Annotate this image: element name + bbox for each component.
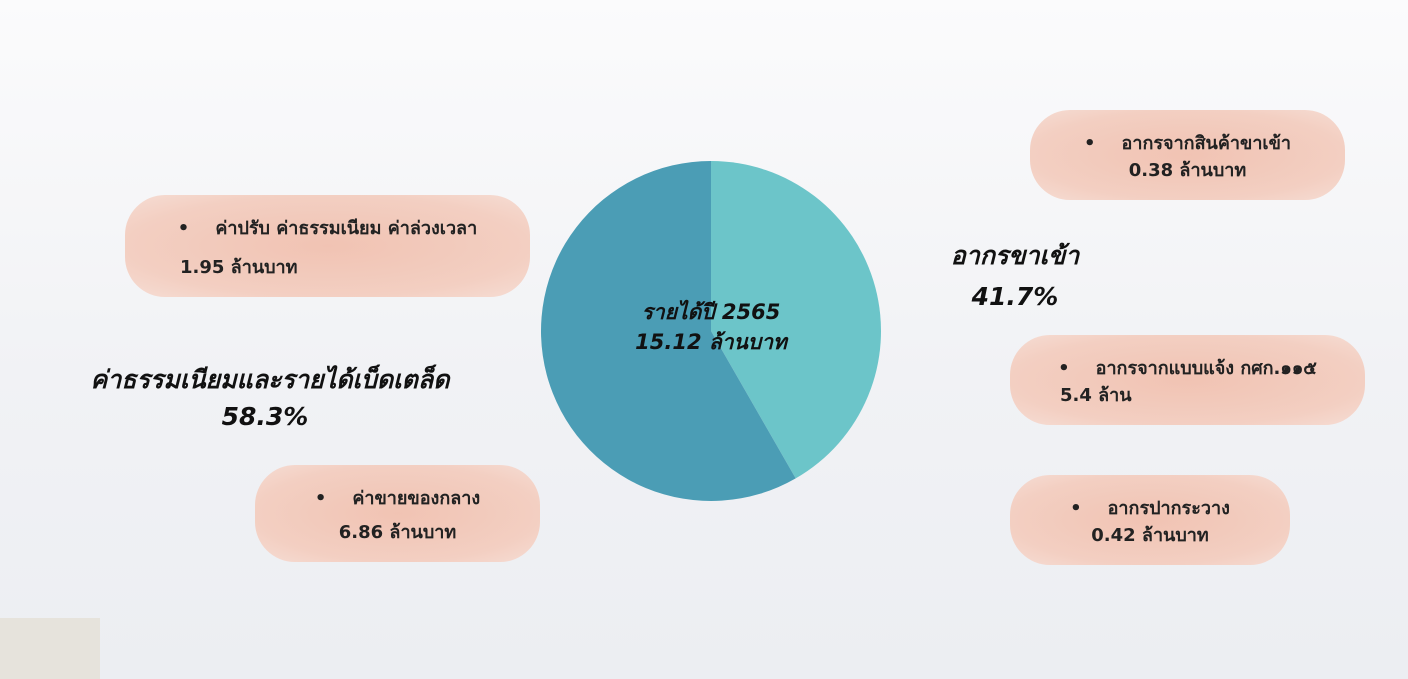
callout-amount: 5.4 ล้าน bbox=[1060, 385, 1132, 406]
center-title: รายได้ปี 2565 bbox=[642, 299, 781, 324]
logo bbox=[0, 618, 100, 679]
callout-label: ค่าขายของกลาง bbox=[255, 483, 540, 512]
center-total: 15.12 ล้านบาท bbox=[635, 330, 789, 354]
callout-label: อากรปากระวาง bbox=[1010, 493, 1290, 522]
percent-label: 58.3% bbox=[221, 402, 309, 431]
callout-label: อากรจากแบบแจ้ง กศก.๑๑๕ bbox=[1010, 353, 1365, 382]
pie-slice bbox=[541, 161, 796, 501]
callout-amount: 0.38 ล้านบาท bbox=[1128, 160, 1247, 181]
callout-amount: 1.95 ล้านบาท bbox=[180, 257, 298, 278]
callout: อากรปากระวาง 0.42 ล้านบาท bbox=[1010, 475, 1290, 565]
callout-amount: 0.42 ล้านบาท bbox=[1091, 525, 1209, 546]
callout: ค่าปรับ ค่าธรรมเนียม ค่าล่วงเวลา 1.95 ล้… bbox=[125, 195, 530, 297]
percent-label: 41.7% bbox=[971, 282, 1059, 311]
callout: ค่าขายของกลาง 6.86 ล้านบาท bbox=[255, 465, 540, 562]
callout: อากรจากแบบแจ้ง กศก.๑๑๕ 5.4 ล้าน bbox=[1010, 335, 1365, 425]
callout-amount: 6.86 ล้านบาท bbox=[338, 522, 457, 543]
callout: อากรจากสินค้าขาเข้า 0.38 ล้านบาท bbox=[1030, 110, 1345, 200]
category-label: ค่าธรรมเนียมและรายได้เบ็ดเตล็ด bbox=[90, 365, 450, 394]
callout-label: ค่าปรับ ค่าธรรมเนียม ค่าล่วงเวลา bbox=[125, 213, 530, 242]
category-label: อากรขาเข้า bbox=[950, 241, 1080, 270]
callout-label: อากรจากสินค้าขาเข้า bbox=[1030, 128, 1345, 157]
pie-slice bbox=[711, 161, 881, 479]
